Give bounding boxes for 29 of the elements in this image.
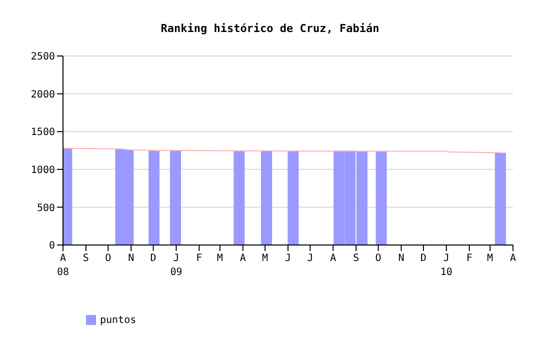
x-tick-label: M xyxy=(487,253,494,264)
x-tick-label: O xyxy=(375,253,382,264)
chart-title: Ranking histórico de Cruz, Fabián xyxy=(160,22,380,35)
x-tick-label: F xyxy=(466,253,472,264)
y-tick-label: 2000 xyxy=(30,89,55,100)
y-tick-label: 500 xyxy=(36,202,55,214)
y-tick-label: 1000 xyxy=(30,164,55,176)
x-tick-label: M xyxy=(262,253,268,264)
x-tick-label: J 10 xyxy=(440,253,452,278)
x-tick-label: N xyxy=(398,253,404,264)
x-tick-label: J 09 xyxy=(170,253,182,278)
x-tick-label: A xyxy=(330,253,336,264)
x-tick-label: N xyxy=(128,253,134,264)
legend-label: puntos xyxy=(100,315,136,326)
y-tick-label: 2500 xyxy=(30,52,55,63)
x-tick-label: S xyxy=(82,253,89,264)
x-tick-label: F xyxy=(196,253,202,264)
x-tick-label: J xyxy=(284,253,292,264)
x-tick-label: S xyxy=(353,253,360,264)
x-tick-label: O xyxy=(105,253,112,264)
x-tick-label: D xyxy=(420,253,426,264)
y-tick-label: 1500 xyxy=(30,127,55,138)
x-tick-label: M xyxy=(216,253,223,264)
x-tick-label: A xyxy=(510,253,516,264)
x-tick-label: J xyxy=(307,253,314,264)
x-tick-label: A 08 xyxy=(56,253,70,278)
x-tick-label: A xyxy=(240,253,246,264)
x-tick-label: D xyxy=(150,253,156,264)
y-tick-label: 0 xyxy=(48,240,55,252)
